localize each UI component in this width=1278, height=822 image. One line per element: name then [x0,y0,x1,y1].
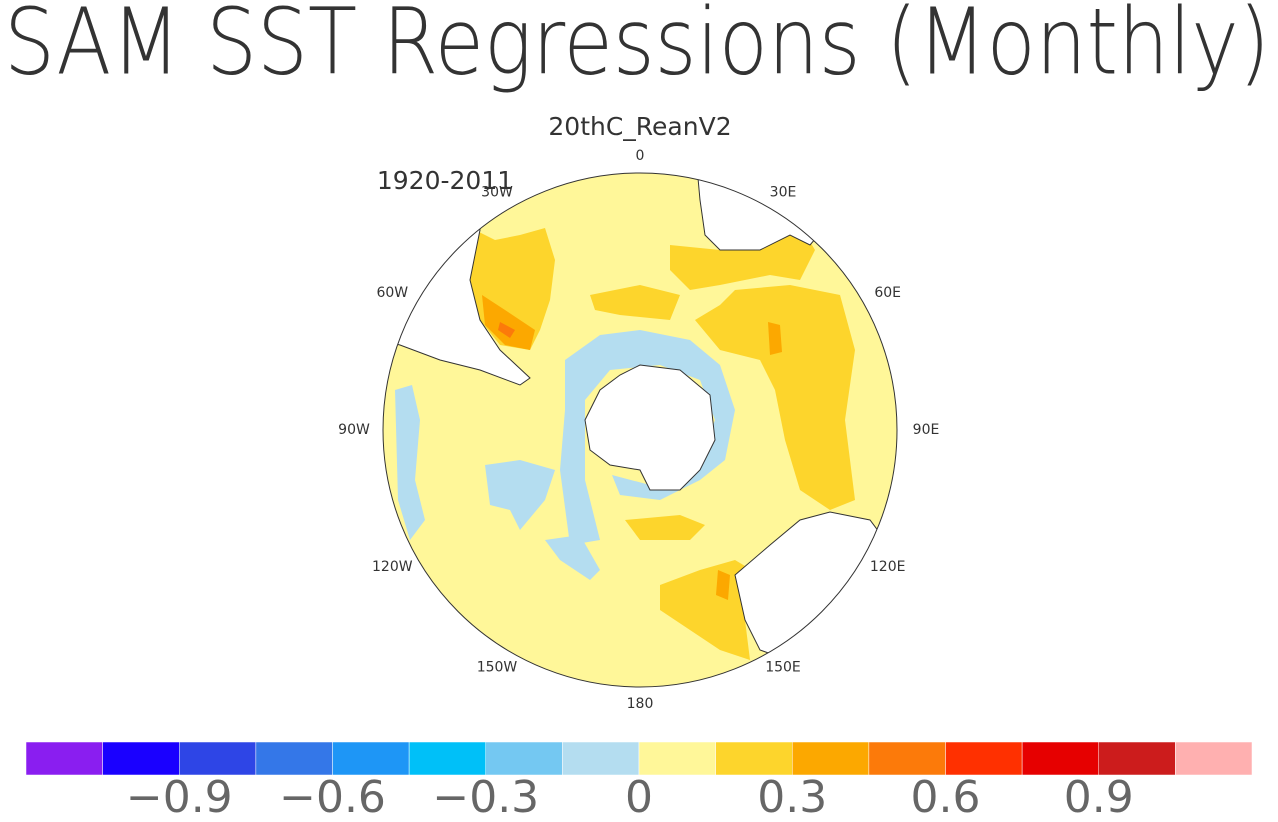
colorbar-label: −0.9 [126,772,233,822]
lon-label: 90E [913,422,940,438]
map-border [382,172,898,688]
colorbar-box [868,741,946,776]
lon-label: 150E [765,659,801,675]
colorbar-box [715,741,793,776]
colorbar-label: 0.3 [757,772,827,822]
colorbar-box [1175,741,1253,776]
colorbar-box [562,741,640,776]
colorbar-box [102,741,180,776]
positive-anomaly [468,225,855,660]
colorbar-box [179,741,257,776]
lon-label: 60E [874,285,901,301]
colorbar-label: 0.9 [1064,772,1134,822]
lon-label: 180 [627,696,654,712]
lon-label: 30E [770,185,797,201]
colorbar-label: −0.6 [279,772,386,822]
lon-label: 0 [636,148,645,164]
negative-anomaly [395,330,735,580]
peak-anomaly [498,322,515,338]
colorbar-label: 0.6 [911,772,981,822]
map [383,173,897,687]
colorbar-box [792,741,870,776]
lon-label: 60W [376,285,408,301]
lon-label: 30W [481,185,513,201]
strong-anomaly [482,295,782,600]
colorbar-box [408,741,486,776]
colorbar-box [1098,741,1176,776]
lon-label: 120W [372,559,413,575]
colorbar-box [255,741,333,776]
colorbar-box [485,741,563,776]
colorbar-box [945,741,1023,776]
colorbar-box [332,741,410,776]
colorbar-box [1021,741,1099,776]
colorbar-label: −0.3 [432,772,539,822]
subtitle: 20thC_ReanV2 [548,112,731,141]
lon-label: 120E [870,559,906,575]
colorbar-box [25,741,103,776]
period: 1920-2011 [377,166,513,195]
lon-label: 90W [338,422,370,438]
colorbar-label: 0 [625,772,653,822]
colorbar-box [638,741,716,776]
lon-label: 150W [477,659,518,675]
title: SAM SST Regressions (Monthly) [4,0,1270,96]
